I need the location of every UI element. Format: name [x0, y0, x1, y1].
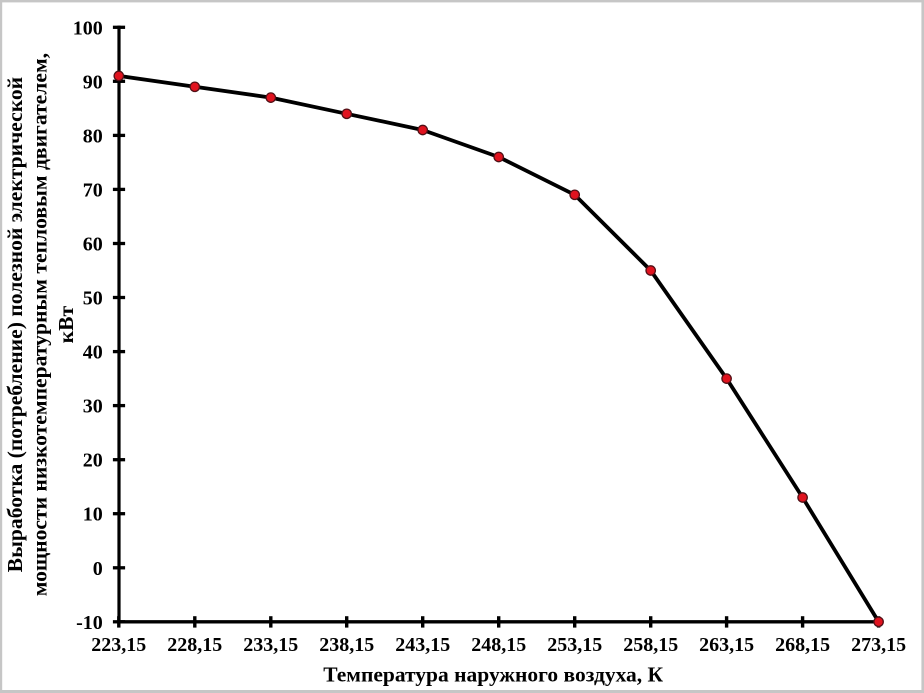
svg-text:мощности низкотемпературным те: мощности низкотемпературным тепловым дви…	[28, 53, 52, 596]
svg-text:243,15: 243,15	[395, 634, 450, 656]
svg-text:233,15: 233,15	[243, 634, 298, 656]
svg-text:253,15: 253,15	[547, 634, 602, 656]
svg-text:Температура наружного воздуха,: Температура наружного воздуха, К	[323, 663, 663, 687]
svg-text:223,15: 223,15	[91, 634, 146, 656]
svg-text:60: 60	[83, 234, 103, 256]
svg-text:10: 10	[83, 504, 103, 526]
svg-text:228,15: 228,15	[167, 634, 222, 656]
svg-text:-10: -10	[76, 612, 103, 634]
svg-text:0: 0	[93, 558, 103, 580]
svg-text:40: 40	[83, 342, 103, 364]
svg-text:Выработка (потребление) полезн: Выработка (потребление) полезной электри…	[3, 77, 27, 572]
svg-text:70: 70	[83, 179, 103, 201]
svg-text:100: 100	[73, 17, 103, 39]
svg-text:50: 50	[83, 288, 103, 310]
svg-text:263,15: 263,15	[699, 634, 754, 656]
svg-text:273,15: 273,15	[851, 634, 906, 656]
svg-text:90: 90	[83, 71, 103, 93]
svg-text:248,15: 248,15	[471, 634, 526, 656]
svg-text:258,15: 258,15	[623, 634, 678, 656]
svg-text:30: 30	[83, 396, 103, 418]
svg-text:20: 20	[83, 450, 103, 472]
svg-text:268,15: 268,15	[775, 634, 830, 656]
svg-text:238,15: 238,15	[319, 634, 374, 656]
svg-text:80: 80	[83, 125, 103, 147]
svg-text:кВт: кВт	[54, 305, 78, 343]
